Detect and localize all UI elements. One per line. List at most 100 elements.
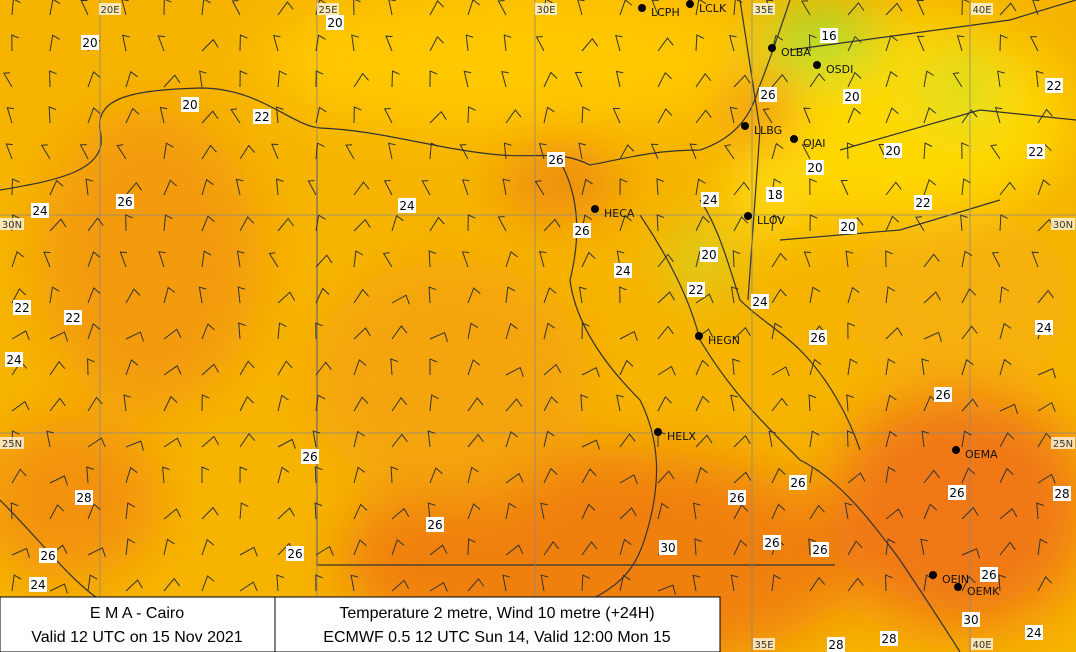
wind-barb xyxy=(619,330,638,341)
station-dot xyxy=(768,44,776,52)
wind-barb xyxy=(382,252,393,268)
temperature-label-bg xyxy=(811,542,829,557)
wind-barb xyxy=(581,468,597,484)
wind-barb xyxy=(574,71,583,88)
wind-barb xyxy=(733,434,751,448)
wind-barb xyxy=(847,35,862,52)
wind-barb xyxy=(388,0,396,16)
wind-barb xyxy=(11,330,30,341)
wind-barb xyxy=(990,144,1001,160)
wind-barb xyxy=(239,360,255,376)
wind-barb xyxy=(268,252,279,268)
wind-barb xyxy=(237,286,246,304)
temperature-label: 28 xyxy=(1054,487,1069,501)
wind-barb xyxy=(656,178,664,196)
wind-barb xyxy=(695,359,710,376)
wind-barb xyxy=(847,286,860,304)
temperature-label-bg xyxy=(763,535,781,550)
temperature-label-bg xyxy=(81,35,99,50)
wind-barb xyxy=(125,579,143,592)
wind-barb xyxy=(543,106,555,124)
station-dot xyxy=(952,446,960,454)
longitude-label: 40E xyxy=(972,5,991,16)
temperature-label-bg xyxy=(659,540,677,555)
wind-barb xyxy=(125,70,138,88)
temperature-label: 22 xyxy=(65,311,80,325)
wind-barb xyxy=(49,179,64,196)
temperature-label: 26 xyxy=(40,549,55,563)
wind-barb xyxy=(505,398,523,412)
wind-barb xyxy=(385,35,393,52)
wind-barb xyxy=(999,181,1016,196)
wind-barb xyxy=(657,37,674,52)
wind-barb xyxy=(353,72,369,88)
wind-barb xyxy=(732,250,741,268)
wind-barb xyxy=(619,0,633,16)
wind-barb xyxy=(315,545,334,556)
wind-barb xyxy=(923,469,940,484)
wind-barb xyxy=(885,250,893,268)
wind-barb xyxy=(467,578,485,592)
temperature-label-bg xyxy=(766,187,784,202)
wind-barb xyxy=(502,574,511,592)
wind-barb xyxy=(11,287,26,304)
station-label: LCPH xyxy=(651,6,680,19)
wind-barb xyxy=(885,327,903,340)
wind-barb xyxy=(429,142,439,160)
wind-barb xyxy=(11,400,30,412)
wind-barb xyxy=(885,2,903,16)
wind-barb xyxy=(961,467,976,484)
temperature-label: 26 xyxy=(981,568,996,582)
wind-barb xyxy=(429,581,448,592)
wind-barb xyxy=(999,2,1017,16)
wind-barb xyxy=(6,107,15,124)
wind-barb xyxy=(315,70,324,88)
temperature-label: 24 xyxy=(702,193,717,207)
wind-barb xyxy=(11,468,27,484)
wind-barb xyxy=(999,34,1008,52)
wind-barb xyxy=(388,142,396,160)
wind-barb xyxy=(695,293,714,304)
wind-barb xyxy=(543,363,562,376)
wind-barb xyxy=(125,331,144,342)
wind-barb xyxy=(461,251,470,268)
wind-barb xyxy=(1036,502,1044,520)
wind-barb xyxy=(201,466,210,483)
temperature-label: 24 xyxy=(6,353,21,367)
temperature-label: 26 xyxy=(117,195,132,209)
longitude-label: 30E xyxy=(536,5,555,16)
temperature-label-bg xyxy=(1027,144,1045,159)
wind-barb xyxy=(467,106,476,124)
temperature-label: 26 xyxy=(790,476,805,490)
temperature-label: 26 xyxy=(548,153,563,167)
longitude-label: 20E xyxy=(100,5,119,16)
wind-barb xyxy=(657,253,674,268)
wind-barb xyxy=(345,144,355,160)
wind-barb xyxy=(1031,251,1039,268)
wind-barb xyxy=(239,546,258,557)
wind-barb xyxy=(501,70,509,88)
wind-barb xyxy=(198,286,207,304)
station-dot xyxy=(929,571,937,579)
wind-barb xyxy=(729,106,738,124)
wind-barb xyxy=(1029,36,1039,52)
wind-barb xyxy=(277,394,289,412)
footer-text: E M A - Cairo xyxy=(90,605,184,622)
wind-barb xyxy=(505,472,524,484)
wind-barb xyxy=(125,288,141,304)
wind-barb xyxy=(581,366,600,378)
wind-barb xyxy=(999,541,1016,556)
wind-barb xyxy=(771,252,787,268)
wind-barb xyxy=(87,503,101,520)
wind-barb xyxy=(505,502,517,520)
wind-barb xyxy=(391,396,408,412)
wind-barb xyxy=(40,144,51,160)
wind-barb xyxy=(581,251,596,268)
wind-barb xyxy=(885,286,896,304)
temperature-label-bg xyxy=(326,15,344,30)
wind-barb xyxy=(730,286,739,304)
wind-barb xyxy=(505,430,519,448)
footer-text: Valid 12 UTC on 15 Nov 2021 xyxy=(31,629,242,646)
wind-barb xyxy=(467,322,479,340)
